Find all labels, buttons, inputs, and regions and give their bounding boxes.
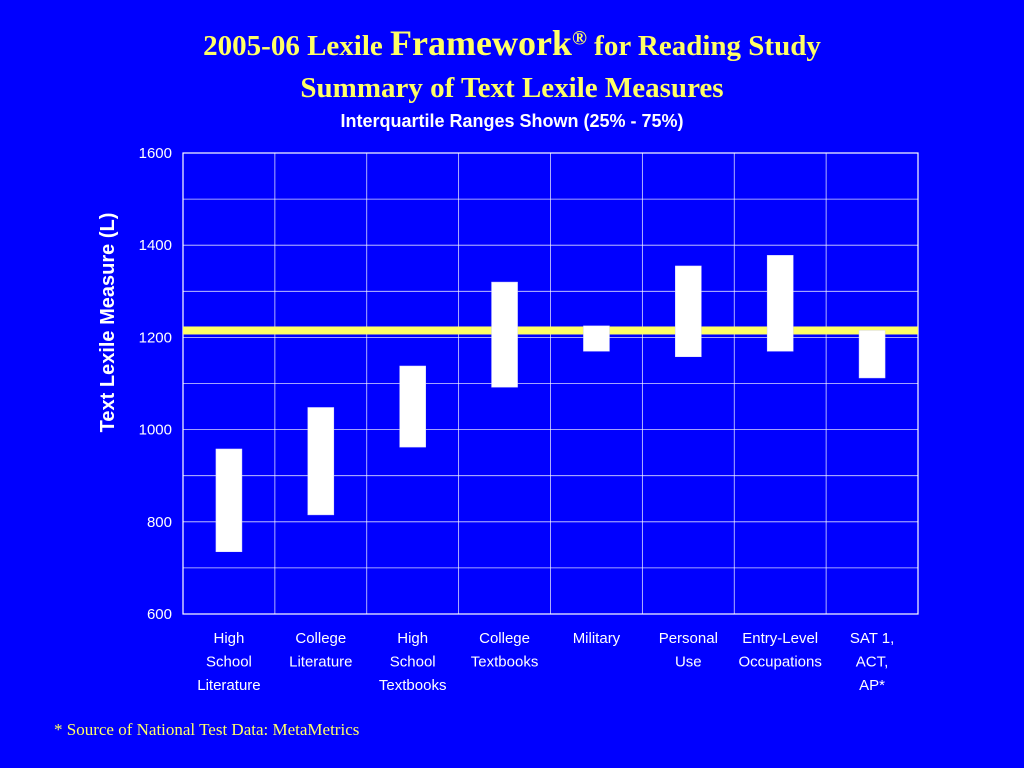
x-category-label: AP* <box>859 677 885 694</box>
x-category-label: Textbooks <box>379 677 447 694</box>
reference-line <box>183 326 918 335</box>
range-bar <box>399 365 426 448</box>
x-category-label: ACT, <box>856 654 889 671</box>
registered-mark: ® <box>571 27 587 50</box>
x-category-label: High <box>214 630 245 647</box>
y-tick-label: 1600 <box>139 145 172 162</box>
range-bar <box>215 448 243 553</box>
range-bar <box>491 281 518 388</box>
x-category-label: School <box>206 654 252 671</box>
y-tick-label: 800 <box>147 514 172 531</box>
x-category-label: Literature <box>197 677 260 694</box>
x-category-label: Literature <box>289 654 352 671</box>
y-tick-label: 600 <box>147 606 172 623</box>
x-category-label: Personal <box>659 630 718 647</box>
x-category-label: Occupations <box>738 654 821 671</box>
title-prefix: 2005-06 Lexile <box>203 30 383 62</box>
chart-note: Interquartile Ranges Shown (25% - 75%) <box>340 111 684 131</box>
chart-title: 2005-06 Lexile Framework® for Reading St… <box>0 22 1024 64</box>
title-framework: Framework <box>390 23 572 63</box>
footnote: * Source of National Test Data: MetaMetr… <box>54 720 360 739</box>
y-axis-label: Text Lexile Measure (L) <box>97 213 119 433</box>
x-category-label: High <box>397 630 428 647</box>
x-category-label: Entry-Level <box>742 630 818 647</box>
x-category-label: School <box>390 654 436 671</box>
y-tick-label: 1400 <box>139 237 172 254</box>
range-bar <box>307 407 335 516</box>
range-bar <box>766 255 794 352</box>
range-bar <box>858 330 886 379</box>
y-tick-label: 1000 <box>139 422 172 439</box>
x-category-label: Military <box>573 630 621 647</box>
range-bar <box>583 325 610 352</box>
x-category-label: Use <box>675 654 702 671</box>
x-category-label: Textbooks <box>471 654 539 671</box>
y-tick-label: 1200 <box>139 329 172 346</box>
chart-subtitle: Summary of Text Lexile Measures <box>300 72 724 104</box>
title-suffix: for Reading Study <box>594 30 821 62</box>
x-category-label: SAT 1, <box>850 630 894 647</box>
range-bar <box>675 265 702 358</box>
plot-area-border <box>182 152 919 615</box>
x-category-label: College <box>479 630 530 647</box>
x-category-label: College <box>295 630 346 647</box>
